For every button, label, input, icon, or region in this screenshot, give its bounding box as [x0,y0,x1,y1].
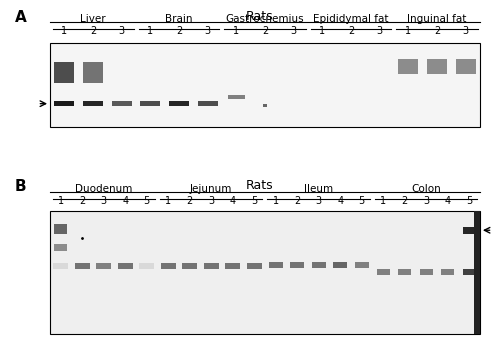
Text: 1: 1 [380,196,386,206]
Text: Colon: Colon [412,184,441,194]
Bar [263,104,267,107]
Text: 1: 1 [406,26,411,36]
Bar [420,269,432,275]
Bar [269,262,282,268]
Text: 3: 3 [118,26,124,36]
Text: Gastrocnemius: Gastrocnemius [226,14,304,24]
Text: Duodenum: Duodenum [75,184,132,194]
Bar [182,263,198,269]
Bar [83,62,103,83]
Bar [112,101,132,106]
Text: 5: 5 [358,196,365,206]
Bar [290,262,304,268]
Bar [228,95,245,99]
Text: 1: 1 [320,26,326,36]
Bar [139,262,154,269]
Text: 4: 4 [230,196,236,206]
Bar [169,101,189,106]
Text: Brain: Brain [165,14,193,24]
Text: 5: 5 [251,196,258,206]
Text: 3: 3 [100,196,107,206]
Bar [463,227,475,234]
Text: 1: 1 [272,196,279,206]
Text: 1: 1 [58,196,64,206]
Text: 2: 2 [294,196,300,206]
Bar [398,269,411,275]
Text: 3: 3 [376,26,382,36]
Text: 3: 3 [208,196,214,206]
Bar [140,101,160,106]
Text: 2: 2 [262,26,268,36]
Text: 5: 5 [144,196,150,206]
Text: Rats: Rats [246,179,274,192]
Text: Liver: Liver [80,14,106,24]
Bar [377,269,390,275]
Text: 1: 1 [234,26,239,36]
Text: Jejunum: Jejunum [190,184,232,194]
Bar [96,262,112,269]
Text: 3: 3 [316,196,322,206]
Bar [463,269,475,275]
Bar [53,262,68,269]
Text: Epididymal fat: Epididymal fat [313,14,389,24]
Text: 2: 2 [186,196,193,206]
Text: 2: 2 [90,26,96,36]
Bar [312,262,326,268]
Text: Rats: Rats [246,10,274,23]
Text: 1: 1 [165,196,172,206]
Text: 4: 4 [444,196,451,206]
Text: 2: 2 [402,196,408,206]
Text: A: A [15,10,27,25]
Bar [355,262,368,268]
Bar [246,263,262,269]
Bar [398,59,418,74]
Text: 1: 1 [148,26,154,36]
Text: B: B [15,179,26,194]
Text: 1: 1 [62,26,68,36]
Bar [476,218,480,243]
Text: Inguinal fat: Inguinal fat [408,14,467,24]
Bar [54,244,67,251]
Text: 3: 3 [462,26,468,36]
Bar [54,101,74,106]
Text: 3: 3 [290,26,296,36]
Bar [83,101,103,106]
Bar [50,43,480,127]
Bar [474,211,480,334]
Bar [225,263,240,269]
Bar [442,269,454,275]
Bar [204,263,219,269]
Bar [334,262,347,268]
Bar [118,262,133,269]
Bar [54,62,74,83]
Text: 2: 2 [348,26,354,36]
Text: 3: 3 [423,196,430,206]
Text: Ileum: Ileum [304,184,334,194]
Text: 5: 5 [466,196,472,206]
Text: 4: 4 [122,196,128,206]
Bar [50,211,480,334]
Bar [456,59,475,74]
Text: 4: 4 [337,196,344,206]
Bar [74,262,90,269]
Text: 3: 3 [204,26,210,36]
Bar [198,101,218,106]
Bar [427,59,447,74]
Text: 2: 2 [176,26,182,36]
Text: 2: 2 [79,196,86,206]
Bar [160,263,176,269]
Bar [54,224,67,234]
Text: 2: 2 [434,26,440,36]
